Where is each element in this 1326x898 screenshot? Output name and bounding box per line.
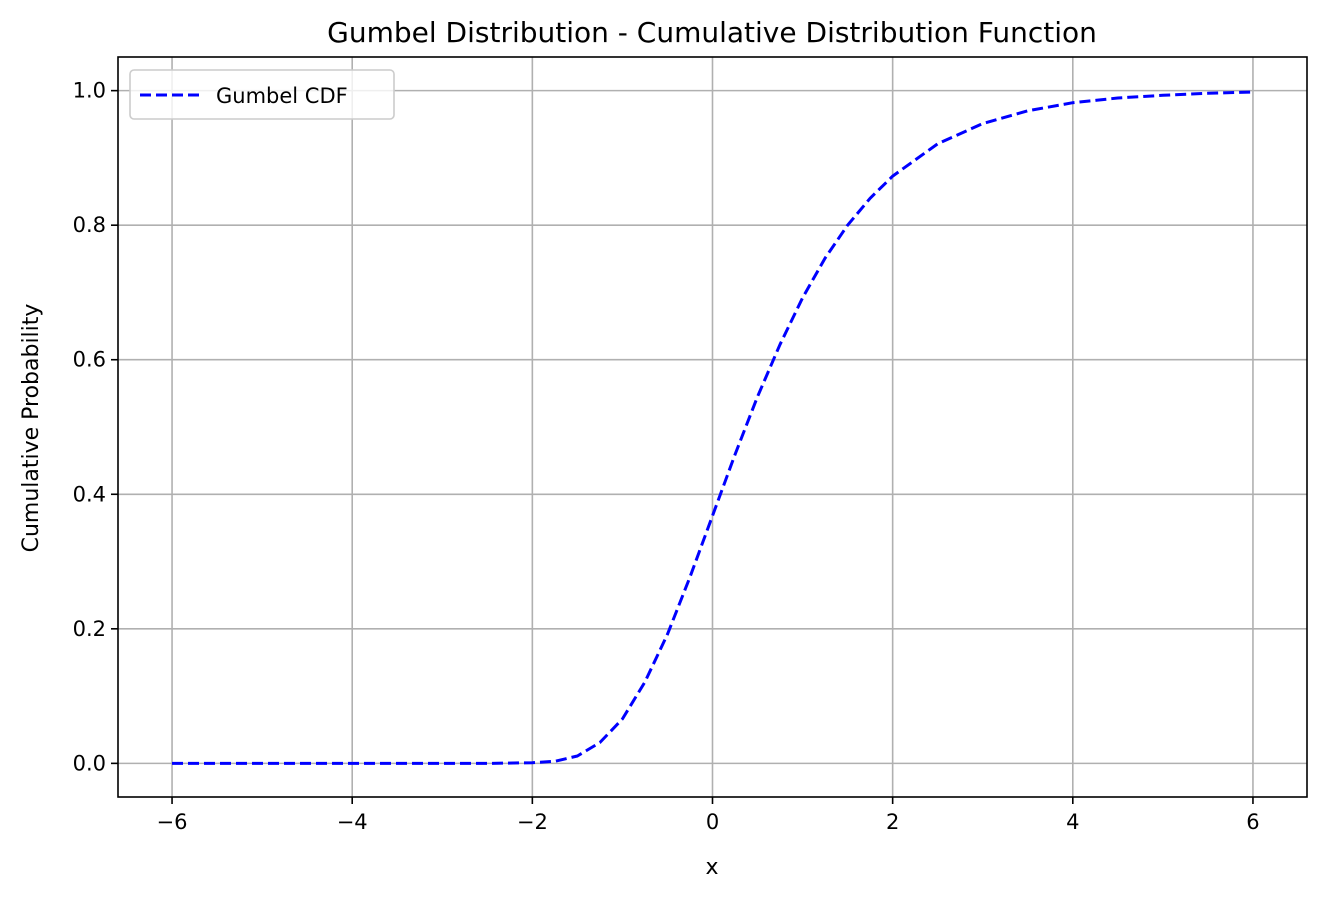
legend-box <box>129 69 395 120</box>
series-layer <box>172 90 1254 765</box>
y-tick-label: 0.0 <box>73 751 106 775</box>
ticks-layer: −6 −4 −2 0 2 4 6 0.0 0.2 0.4 0.6 0.8 1.0 <box>73 79 1260 834</box>
x-axis-label: x <box>705 855 718 880</box>
y-tick-label: 0.8 <box>73 213 106 237</box>
legend-entry-gumbel-cdf: Gumbel CDF <box>216 84 348 108</box>
x-tick-label: 4 <box>1066 810 1079 834</box>
legend: Gumbel CDF <box>129 69 395 120</box>
x-tick-label: 2 <box>886 810 899 834</box>
y-axis-label: Cumulative Probability <box>19 304 44 553</box>
x-tick-label: −4 <box>337 810 368 834</box>
x-tick-label: 6 <box>1246 810 1259 834</box>
y-tick-label: 1.0 <box>73 79 106 103</box>
x-tick-label: 0 <box>706 810 719 834</box>
x-tick-label: −6 <box>157 810 188 834</box>
y-tick-label: 0.6 <box>73 348 106 372</box>
x-tick-label: −2 <box>517 810 548 834</box>
series-line-0 <box>172 90 1254 765</box>
y-tick-label: 0.4 <box>73 482 106 506</box>
y-tick-label: 0.2 <box>73 617 106 641</box>
chart-title: Gumbel Distribution - Cumulative Distrib… <box>327 16 1097 49</box>
